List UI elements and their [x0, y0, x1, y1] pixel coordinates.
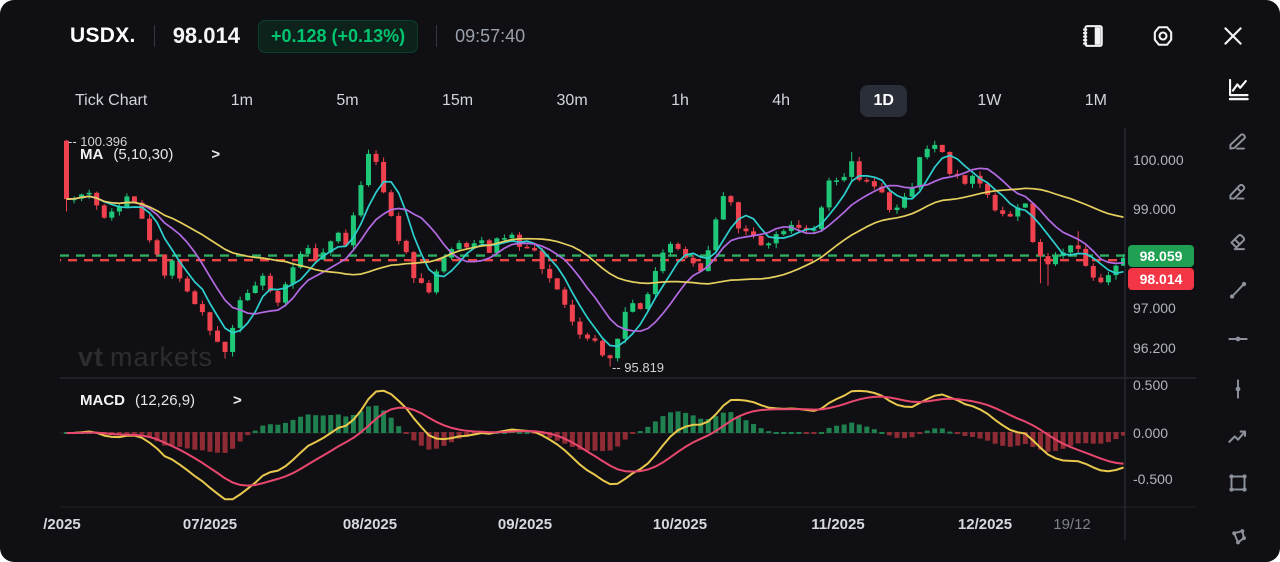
polygon-shape-icon[interactable] [1221, 520, 1255, 554]
trend-line-icon[interactable] [1221, 273, 1255, 307]
y-axis-label: 96.200 [1133, 340, 1176, 356]
ma-indicator-label: MA (5,10,30) > [80, 146, 220, 163]
chart-style-icon[interactable] [1221, 72, 1255, 106]
y-axis-label: 100.000 [1133, 152, 1184, 168]
y-axis-label: -0.500 [1133, 471, 1173, 487]
settings-gear-icon[interactable] [1148, 21, 1178, 51]
low-annotation: -- 95.819 [612, 360, 665, 375]
timeframe-1w[interactable]: 1W [977, 92, 1002, 109]
price-change-badge: +0.128 (+0.13%) [257, 19, 419, 53]
x-axis-label: 09/2025 [497, 516, 553, 533]
rectangle-shape-icon[interactable] [1221, 466, 1255, 500]
ma-params: (5,10,30) [113, 146, 174, 163]
header-divider [153, 25, 155, 47]
x-axis-label: 12/2025 [957, 516, 1013, 533]
y-axis-label: 97.000 [1133, 300, 1176, 316]
x-axis-label: 07/2025 [182, 516, 238, 533]
x-axis-label: /2025 [43, 516, 81, 533]
header-divider-2 [436, 25, 438, 47]
high-annotation: -- 100.396 [68, 134, 128, 149]
journal-icon[interactable] [1078, 21, 1108, 51]
timeframe-selector: Tick Chart 1m 5m 15m 30m 1h 4h 1D 1W 1M [62, 80, 1120, 122]
price-line-badge-upper: 98.059 [1128, 245, 1194, 267]
session-time: 09:57:40 [455, 25, 526, 46]
timeframe-1m[interactable]: 1M [1084, 92, 1107, 109]
macd-name: MACD [80, 392, 125, 409]
timeframe-5m[interactable]: 5m [336, 92, 359, 109]
x-axis-label: 11/2025 [811, 516, 865, 533]
vertical-line-icon[interactable] [1221, 372, 1255, 406]
timeframe-tick-chart[interactable]: Tick Chart [75, 92, 148, 109]
draw-pencil-icon[interactable] [1221, 124, 1255, 158]
ma-name: MA [80, 146, 104, 163]
y-axis-label: 0.000 [1133, 425, 1169, 441]
watermark-light: markets [110, 342, 214, 372]
x-axis-label: 10/2025 [652, 516, 708, 533]
eraser-icon[interactable] [1221, 224, 1255, 258]
ma-expand-chevron-icon[interactable]: > [211, 146, 221, 163]
last-price-badge: 98.014 [1128, 268, 1194, 290]
header-bar: USDX. 98.014 +0.128 (+0.13%) 09:57:40 [0, 0, 1280, 72]
horizontal-line-icon[interactable] [1221, 322, 1255, 356]
y-axis-label: 0.500 [1133, 377, 1169, 393]
watermark-bold: vt [78, 342, 105, 372]
drawing-toolbar [1196, 72, 1280, 562]
timeframe-30m[interactable]: 30m [556, 92, 588, 109]
timeframe-15m[interactable]: 15m [442, 92, 474, 109]
x-axis-label: 19/12 [1053, 516, 1091, 533]
macd-indicator-label: MACD (12,26,9) > [80, 392, 242, 409]
y-axis-label: 99.000 [1133, 201, 1176, 217]
timeframe-1m[interactable]: 1m [230, 92, 253, 109]
x-axis-label: 08/2025 [342, 516, 398, 533]
timeframe-4h[interactable]: 4h [772, 92, 791, 109]
timeframe-1d[interactable]: 1D [860, 85, 907, 117]
last-price: 98.014 [172, 23, 240, 48]
wave-arrow-icon[interactable] [1221, 420, 1255, 454]
timeframe-1h[interactable]: 1h [671, 92, 689, 109]
broker-watermark: vt markets [78, 342, 213, 373]
symbol-title: USDX. [70, 24, 136, 47]
macd-params: (12,26,9) [135, 392, 196, 409]
draw-pencil-alt-icon[interactable] [1221, 174, 1255, 208]
close-icon[interactable] [1218, 21, 1248, 51]
macd-expand-chevron-icon[interactable]: > [233, 392, 242, 409]
